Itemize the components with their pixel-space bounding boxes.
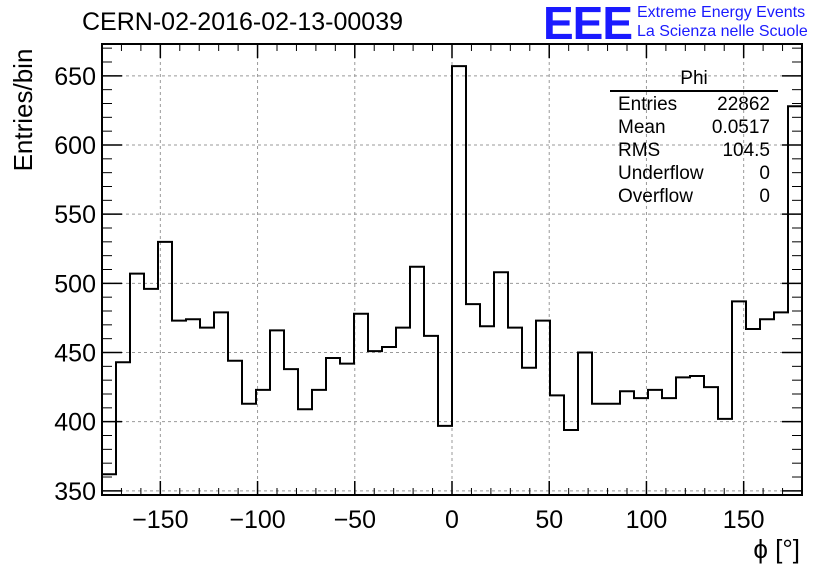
histogram-bin [424,336,438,495]
histogram-bin [774,312,788,495]
histogram-bin [578,353,592,495]
histogram-bin [172,321,186,495]
y-tick-label: 600 [54,132,96,160]
histogram-bin [298,409,312,495]
stats-label: RMS [618,140,661,161]
histogram-bin [746,329,760,495]
y-tick-labels: 350 400 450 500 550 600 650 [54,63,96,506]
y-tick-label: 650 [54,63,96,91]
stats-value: 0.0517 [711,117,770,138]
histogram-step-line [101,65,802,495]
histogram-bin [676,377,690,495]
x-tick-label: −100 [229,506,285,534]
stats-row-mean: Mean 0.0517 [610,116,778,139]
histogram-bin [144,289,158,495]
stats-label: Entries [618,94,678,115]
histogram-bin [396,328,410,495]
x-tick-label: 50 [535,506,563,534]
histogram-bin [410,267,424,495]
stats-value: 104.5 [722,140,770,161]
stats-label: Overflow [618,186,693,207]
y-tick-label: 550 [54,201,96,229]
x-axis-label: ϕ [°] [753,534,800,564]
histogram-bin [368,351,382,495]
stats-value: 22862 [717,94,770,115]
histogram-bin [312,390,326,495]
eee-logo: EEE [543,0,633,49]
x-tick-label: −150 [132,506,188,534]
x-tick-label: −50 [334,506,376,534]
histogram-bin [354,314,368,495]
histogram-bin [200,328,214,495]
histogram-bin [690,376,704,495]
y-tick-label: 500 [54,270,96,298]
histogram-bin [648,390,662,495]
histogram-bin [186,319,200,495]
y-tick-label: 400 [54,409,96,437]
histogram-bin [704,387,718,495]
histogram-bin [116,362,130,495]
stats-value: 0 [759,163,770,184]
stats-row-underflow: Underflow 0 [610,162,778,185]
histogram-bin [564,430,578,495]
logo-line-1: Extreme Energy Events [637,4,806,21]
histogram-bin [634,398,648,495]
histogram-bin [592,404,606,495]
histogram-bin [452,66,466,495]
x-tick-label: 100 [626,506,668,534]
stats-row-overflow: Overflow 0 [610,185,778,208]
histogram-bin [102,474,116,495]
histogram-bin [340,364,354,495]
histogram-bin [732,301,746,495]
histogram-bin [242,404,256,495]
x-tick-label: 150 [723,506,765,534]
histogram-bin [788,106,802,495]
histogram-bin [228,361,242,495]
stats-title: Phi [610,69,778,92]
histogram-bin [480,326,494,495]
histogram-bin [536,321,550,495]
stats-row-entries: Entries 22862 [610,93,778,116]
histogram-bin [382,347,396,495]
y-tick-label: 350 [54,478,96,506]
y-tick-label: 450 [54,340,96,368]
stats-label: Underflow [618,163,704,184]
run-title: CERN-02-2016-02-13-00039 [82,8,404,36]
histogram-bin [662,398,676,495]
x-tick-labels: −150 −100 −50 0 50 100 150 [132,506,764,534]
axis-ticks [102,44,802,495]
histogram-bin [508,328,522,495]
histogram-bin [718,419,732,495]
histogram-bin [760,319,774,495]
histogram-bin [606,404,620,495]
stats-row-rms: RMS 104.5 [610,139,778,162]
histogram-bin [270,330,284,495]
eee-logo-caption: Extreme Energy Events La Scienza nelle S… [637,3,808,41]
histogram-bin [494,272,508,495]
histogram-bin [438,426,452,495]
histogram-bin [130,274,144,495]
histogram-bin [158,242,172,495]
histogram-bin [326,358,340,495]
x-tick-label: 0 [445,506,459,534]
histogram-bin [214,312,228,495]
histogram-bin [522,368,536,495]
histogram-bin [256,390,270,495]
stats-label: Mean [618,117,666,138]
y-axis-label: Entries/bin [8,49,38,172]
histogram-bin [466,304,480,495]
histogram-bin [550,395,564,495]
histogram-bin [620,391,634,495]
stats-value: 0 [759,186,770,207]
logo-line-2: La Scienza nelle Scuole [637,23,808,40]
histogram-bin [284,369,298,495]
stats-box: Phi Entries 22862 Mean 0.0517 RMS 104.5 … [610,69,778,208]
